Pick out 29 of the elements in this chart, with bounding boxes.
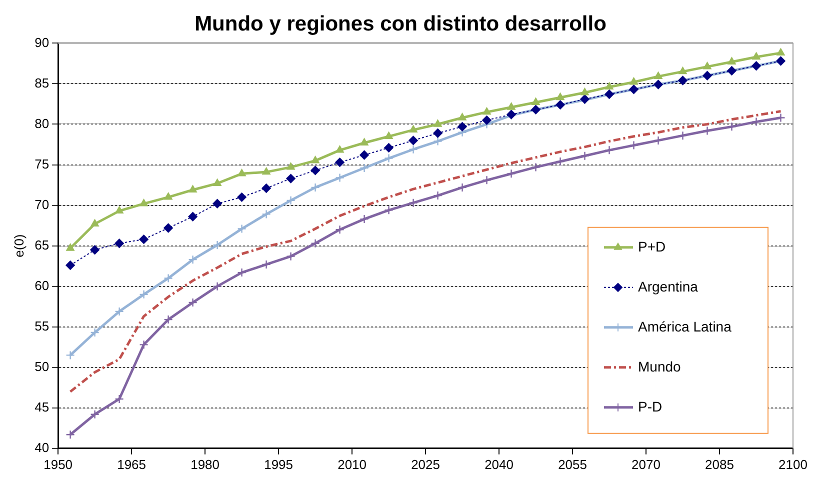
x-tick-label: 1950	[44, 456, 73, 472]
y-axis-title: e(0)	[11, 234, 26, 258]
x-tick-label: 2010	[338, 456, 366, 472]
y-tick-label: 55	[34, 318, 50, 334]
chart-title: Mundo y regiones con distinto desarrollo	[194, 12, 606, 36]
x-tick-label: 1980	[190, 456, 220, 472]
x-tick-label: 1965	[117, 456, 146, 472]
x-tick-label: 2055	[558, 456, 587, 472]
legend-label: P+D	[638, 238, 666, 254]
x-tick-label: 2070	[632, 456, 660, 472]
y-tick-label: 50	[34, 358, 50, 374]
y-tick-label: 45	[34, 399, 50, 414]
y-tick-label: 70	[34, 196, 50, 212]
y-tick-label: 90	[34, 34, 50, 50]
legend-label: Argentina	[638, 278, 698, 294]
legend-label: P-D	[638, 398, 662, 414]
y-tick-label: 75	[34, 156, 50, 172]
y-tick-label: 80	[34, 116, 50, 131]
x-tick-label: 2085	[705, 456, 734, 472]
y-tick-label: 60	[34, 278, 50, 293]
legend-label: Mundo	[638, 358, 682, 374]
x-tick-label: 2100	[778, 456, 808, 472]
x-tick-label: 2025	[411, 456, 440, 472]
x-tick-label: 1995	[264, 456, 294, 472]
y-tick-label: 40	[34, 440, 50, 455]
y-tick-label: 65	[34, 237, 50, 252]
legend-label: América Latina	[638, 318, 732, 334]
y-tick-label: 85	[34, 75, 50, 90]
x-tick-label: 2040	[484, 456, 514, 472]
